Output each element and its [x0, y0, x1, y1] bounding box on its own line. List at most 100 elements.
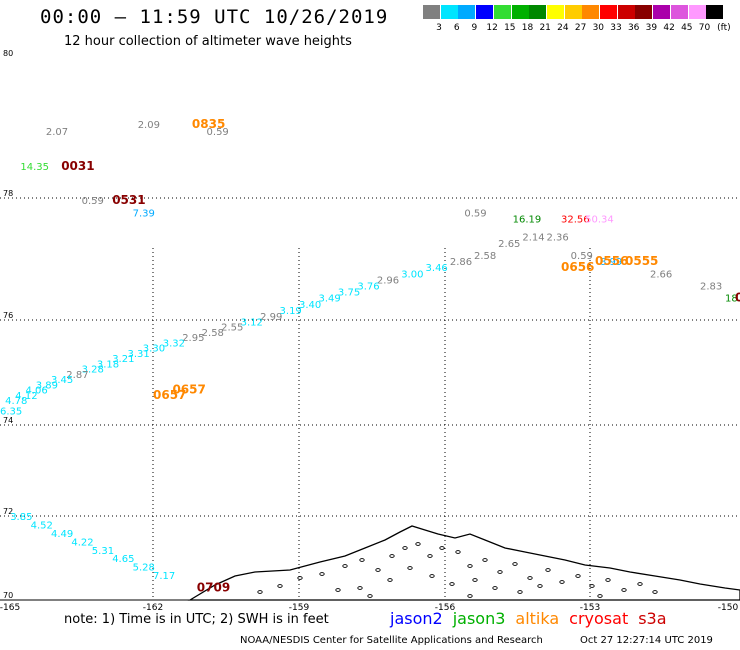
wave-height-label: 2.86 [450, 257, 472, 268]
legend-label: 27 [574, 23, 587, 33]
satellite-cryosat: cryosat [569, 609, 629, 628]
lake-marker [537, 584, 543, 588]
legend-swatch [529, 5, 547, 19]
lake-marker [492, 586, 498, 590]
legend-label: 30 [592, 23, 605, 33]
wave-height-label: 5.31 [92, 546, 114, 557]
wave-height-label: 32.56 [561, 214, 590, 225]
legend-swatch [600, 5, 617, 19]
lake-marker [455, 550, 461, 554]
pass-time-label: 0657 [172, 383, 205, 397]
lake-marker [427, 554, 433, 558]
pass-time-label: 05 [735, 291, 740, 305]
satellite-jason2: jason2 [390, 609, 443, 628]
wave-height-label: 0.59 [82, 196, 104, 207]
coastline [187, 525, 740, 601]
wave-height-label: 4.12 [15, 391, 37, 402]
legend-label: 18 [521, 23, 534, 33]
lake-marker [597, 594, 603, 598]
legend-swatch [458, 5, 476, 19]
legend-label: 39 [645, 23, 658, 33]
map-title: 00:00 – 11:59 UTC 10/26/2019 [40, 6, 389, 28]
pass-time-label: 0656 [561, 260, 594, 274]
wave-height-label: 0.59 [464, 208, 486, 219]
legend-swatch [564, 5, 582, 19]
lon-tick-label: -162 [143, 603, 163, 613]
satellite-jason3: jason3 [452, 609, 506, 628]
pass-time-label: 0556 [595, 254, 628, 268]
wave-height-label: 2.66 [650, 269, 672, 280]
wave-height-label: 2.87 [66, 370, 88, 381]
legend-swatch [423, 5, 440, 19]
lake-marker [389, 554, 395, 558]
wave-height-label: 3.28 [82, 365, 104, 376]
wave-height-label: 3.32 [163, 338, 185, 349]
wave-height-label: 3.75 [338, 288, 360, 299]
wave-height-label: 3.85 [10, 512, 32, 523]
legend-swatch [511, 5, 529, 19]
lake-marker [527, 576, 533, 580]
lake-marker [429, 574, 435, 578]
lake-marker [449, 582, 455, 586]
lon-tick-label: -165 [0, 603, 20, 613]
lake-marker [621, 588, 627, 592]
lon-tick-label: -153 [580, 603, 600, 613]
lake-marker [359, 558, 365, 562]
legend-label: 45 [681, 23, 693, 33]
lake-marker [319, 572, 325, 576]
lake-marker [387, 578, 393, 582]
wave-height-label: 3.00 [401, 269, 423, 280]
lon-tick-label: -156 [435, 603, 456, 613]
lake-marker [575, 574, 581, 578]
wave-height-label: 3.89 [36, 380, 58, 391]
legend-label: 33 [610, 23, 622, 33]
wave-height-label: 2.09 [138, 120, 160, 131]
credit-text: NOAA/NESDIS Center for Satellite Applica… [240, 635, 543, 646]
lake-marker [439, 546, 445, 550]
wave-height-label: 4.49 [51, 529, 73, 540]
lake-marker [605, 578, 611, 582]
legend-label: 42 [663, 23, 675, 33]
legend-swatch [546, 5, 564, 19]
legend-swatch [476, 5, 494, 19]
legend-label: 15 [504, 23, 516, 33]
legend-label: 36 [627, 23, 640, 33]
lake-marker [467, 594, 473, 598]
legend-swatch [670, 5, 688, 19]
pass-time-label: 0709 [197, 581, 230, 595]
wave-height-label: 3.40 [299, 300, 321, 311]
wave-height-label: 3.49 [318, 294, 340, 305]
wave-height-label: 2.99 [260, 312, 282, 323]
wave-height-label: 3.45 [51, 375, 73, 386]
lat-tick-label: 78 [3, 189, 13, 198]
wave-height-label: 2.58 [202, 328, 224, 339]
lake-marker [342, 564, 348, 568]
wave-height-label: 5.28 [133, 563, 155, 574]
lake-marker [652, 590, 658, 594]
wave-height-label: 4.78 [5, 396, 27, 407]
wave-height-label: 2.14 [522, 233, 544, 244]
pass-time-label: 0531 [112, 193, 145, 207]
legend-swatch [493, 5, 511, 19]
wave-height-label: 7.17 [153, 571, 175, 582]
pass-time-label: 0835 [192, 117, 225, 131]
legend-label: 24 [557, 23, 569, 33]
wave-height-label: 2.83 [700, 282, 722, 293]
legend-swatch [440, 5, 458, 19]
wave-height-label: 8.99 [600, 257, 622, 268]
lake-marker [637, 582, 643, 586]
generated-timestamp: Oct 27 12:27:14 UTC 2019 [580, 635, 713, 646]
lake-marker [512, 562, 518, 566]
lake-marker [545, 568, 551, 572]
lake-marker [589, 584, 595, 588]
wave-height-label: 3.46 [426, 263, 448, 274]
legend-swatch [617, 5, 635, 19]
legend-label: 21 [539, 23, 551, 33]
lon-tick-label: -150 [718, 603, 739, 613]
satellite-altika: altika [515, 609, 560, 628]
lat-tick-label: 72 [3, 507, 13, 516]
wave-height-label: 3.18 [97, 359, 119, 370]
wave-height-label: 2.95 [182, 333, 204, 344]
lake-marker [375, 568, 381, 572]
